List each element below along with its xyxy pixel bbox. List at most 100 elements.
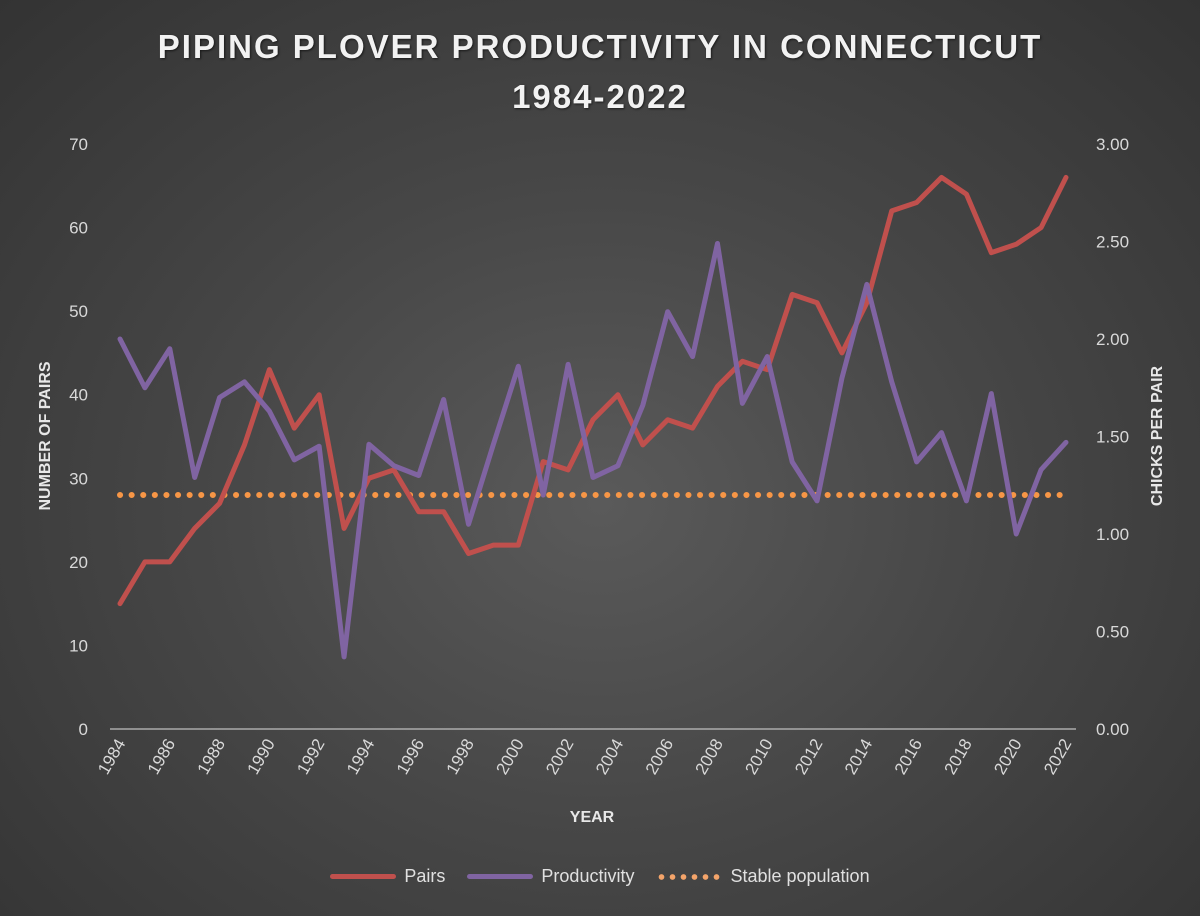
data-point-stable-population: [714, 492, 720, 498]
data-point-productivity: [441, 396, 447, 402]
legend-item-pairs[interactable]: Pairs: [330, 866, 445, 887]
data-point-pairs: [615, 392, 621, 398]
data-point-pairs: [988, 250, 994, 256]
legend-label-pairs: Pairs: [404, 866, 446, 886]
data-point-productivity: [963, 498, 969, 504]
data-point-pairs: [1013, 241, 1019, 247]
x-tick-label: 1994: [343, 736, 378, 778]
data-point-productivity: [117, 336, 123, 342]
legend-label-stable-population: Stable population: [730, 866, 870, 886]
data-point-productivity: [864, 281, 870, 287]
data-point-pairs: [192, 525, 198, 531]
series-group: [117, 174, 1069, 660]
data-point-productivity: [142, 385, 148, 391]
data-point-stable-population: [466, 492, 472, 498]
x-tick-label: 1998: [443, 736, 478, 778]
data-point-productivity: [615, 463, 621, 469]
data-point-pairs: [341, 525, 347, 531]
data-point-pairs: [939, 174, 945, 180]
data-point-pairs: [241, 442, 247, 448]
x-tick-label: 2022: [1040, 736, 1075, 778]
left-tick-label: 30: [69, 469, 88, 488]
data-point-stable-population: [341, 492, 347, 498]
data-point-productivity: [714, 240, 720, 246]
data-point-productivity: [640, 402, 646, 408]
left-tick-label: 50: [69, 302, 88, 321]
x-tick-label: 2008: [692, 736, 727, 778]
data-point-pairs: [739, 358, 745, 364]
right-tick-label: 2.50: [1096, 233, 1129, 252]
legend-swatch-pairs: [330, 874, 397, 879]
data-point-pairs: [441, 509, 447, 515]
data-point-pairs: [217, 500, 223, 506]
data-point-stable-population: [914, 492, 920, 498]
data-point-stable-population: [839, 492, 845, 498]
data-point-productivity: [690, 354, 696, 360]
legend-label-productivity: Productivity: [541, 866, 635, 886]
right-axis-title: CHICKS PER PAIR: [1149, 365, 1166, 506]
right-tick-label: 0.00: [1096, 720, 1129, 739]
data-point-stable-population: [789, 492, 795, 498]
legend-swatch-productivity: [467, 874, 534, 879]
data-point-productivity: [341, 654, 347, 660]
data-point-pairs: [117, 601, 123, 607]
data-point-pairs: [565, 467, 571, 473]
data-point-pairs: [167, 559, 173, 565]
data-point-productivity: [291, 457, 297, 463]
right-tick-label: 1.50: [1096, 428, 1129, 447]
data-point-productivity: [316, 443, 322, 449]
data-point-productivity: [789, 459, 795, 465]
data-point-productivity: [490, 441, 496, 447]
legend-item-stable-population[interactable]: Stable population: [656, 866, 870, 887]
x-tick-label: 2018: [941, 736, 976, 778]
x-tick-label: 1992: [293, 736, 328, 778]
data-point-stable-population: [441, 492, 447, 498]
x-axis-ticks: 1984 1986 1988 1990 1992 1994 1996 1998 2000 2002…: [94, 735, 1075, 777]
data-point-pairs: [665, 417, 671, 423]
data-point-stable-population: [565, 492, 571, 498]
data-point-productivity: [889, 379, 895, 385]
data-point-stable-population: [192, 492, 198, 498]
data-point-productivity: [590, 474, 596, 480]
data-point-stable-population: [988, 492, 994, 498]
data-point-productivity: [565, 361, 571, 367]
data-point-pairs: [1063, 174, 1069, 180]
data-point-productivity: [914, 459, 920, 465]
data-point-stable-population: [266, 492, 272, 498]
data-point-stable-population: [939, 492, 945, 498]
data-point-productivity: [988, 391, 994, 397]
right-tick-label: 2.00: [1096, 330, 1129, 349]
right-tick-label: 1.00: [1096, 525, 1129, 544]
data-point-productivity: [192, 474, 198, 480]
legend-swatch-stable-population: [656, 873, 723, 880]
data-point-stable-population: [640, 492, 646, 498]
data-point-stable-population: [1063, 492, 1069, 498]
right-axis-ticks: 0.00 0.50 1.00 1.50 2.00 2.50 3.00: [1096, 135, 1129, 739]
data-point-productivity: [241, 379, 247, 385]
data-point-productivity: [839, 375, 845, 381]
x-tick-label: 2020: [990, 735, 1025, 777]
data-point-stable-population: [142, 492, 148, 498]
x-tick-label: 1990: [243, 736, 278, 778]
data-point-pairs: [416, 509, 422, 515]
chart-title: PIPING PLOVER PRODUCTIVITY IN CONNECTICU…: [0, 22, 1200, 122]
x-tick-label: 2004: [592, 736, 627, 778]
series-line-productivity: [117, 240, 1069, 660]
x-axis-title: YEAR: [570, 809, 615, 826]
data-point-productivity: [764, 354, 770, 360]
legend-item-productivity[interactable]: Productivity: [467, 866, 634, 887]
data-point-stable-population: [316, 492, 322, 498]
data-point-stable-population: [889, 492, 895, 498]
data-point-pairs: [266, 367, 272, 373]
series-line-pairs: [117, 174, 1069, 607]
data-point-pairs: [490, 542, 496, 548]
data-point-productivity: [739, 400, 745, 406]
data-point-stable-population: [864, 492, 870, 498]
data-point-productivity: [366, 441, 372, 447]
data-point-pairs: [540, 459, 546, 465]
data-point-pairs: [142, 559, 148, 565]
data-point-stable-population: [241, 492, 247, 498]
data-point-stable-population: [764, 492, 770, 498]
x-tick-label: 1986: [144, 736, 179, 778]
x-tick-label: 2010: [741, 736, 776, 778]
